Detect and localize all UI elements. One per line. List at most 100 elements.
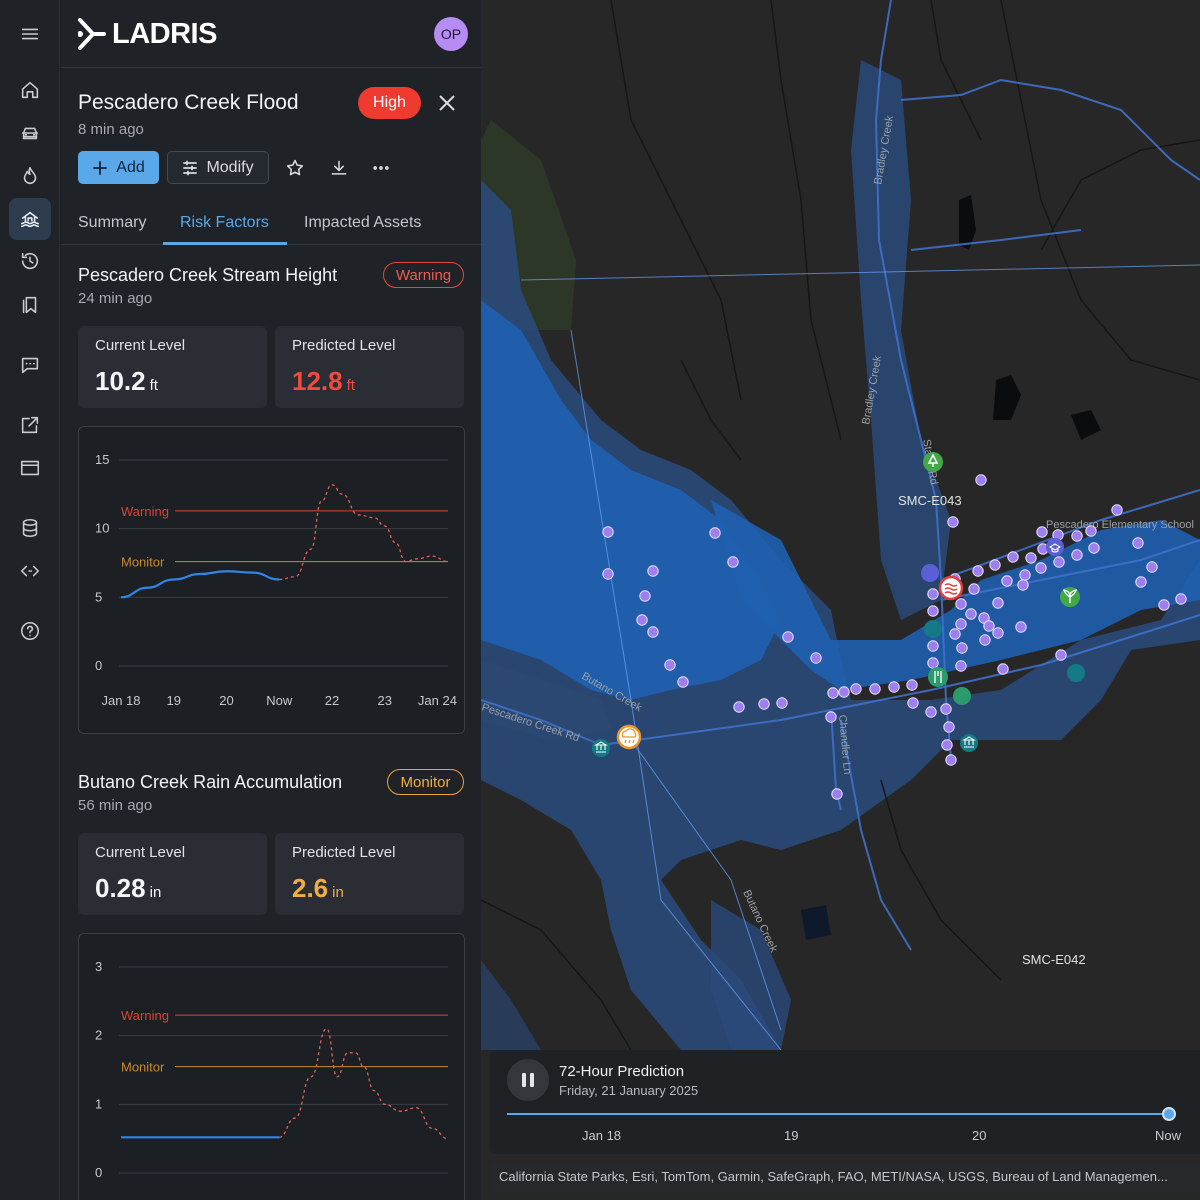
timeline-track[interactable] xyxy=(507,1113,1170,1115)
asset-dot[interactable] xyxy=(947,516,959,528)
window-icon[interactable] xyxy=(9,447,51,489)
asset-dot[interactable] xyxy=(907,697,919,709)
asset-dot[interactable] xyxy=(956,642,968,654)
asset-dot[interactable] xyxy=(677,676,689,688)
asset-dot[interactable] xyxy=(733,701,745,713)
asset-dot[interactable] xyxy=(1007,551,1019,563)
people-icon[interactable] xyxy=(921,564,939,582)
flood-sensor-icon[interactable] xyxy=(938,575,964,601)
asset-dot[interactable] xyxy=(602,568,614,580)
help-icon[interactable] xyxy=(9,610,51,652)
asset-dot[interactable] xyxy=(1088,542,1100,554)
asset-dot[interactable] xyxy=(838,686,850,698)
close-button[interactable] xyxy=(433,88,461,118)
asset-dot[interactable] xyxy=(978,612,990,624)
fire-icon[interactable] xyxy=(9,155,51,197)
shopping-cart-icon[interactable] xyxy=(924,620,942,638)
asset-dot[interactable] xyxy=(602,526,614,538)
bookmarks-icon[interactable] xyxy=(9,284,51,326)
asset-dot[interactable] xyxy=(927,640,939,652)
poi-markers[interactable] xyxy=(592,452,1085,757)
asset-dot[interactable] xyxy=(1132,537,1144,549)
flood-icon[interactable] xyxy=(9,198,51,240)
asset-dot[interactable] xyxy=(1085,525,1097,537)
tab-summary[interactable]: Summary xyxy=(78,214,147,231)
user-avatar[interactable]: OP xyxy=(434,17,468,51)
asset-dot[interactable] xyxy=(965,608,977,620)
code-icon[interactable] xyxy=(9,550,51,592)
asset-dot[interactable] xyxy=(825,711,837,723)
database-icon[interactable] xyxy=(9,507,51,549)
asset-dot[interactable] xyxy=(1071,549,1083,561)
asset-dot[interactable] xyxy=(647,565,659,577)
map-view[interactable]: Bradley Creek Bradley Creek Stage Rd Pes… xyxy=(481,0,1200,1200)
sensor-label[interactable]: SMC-E043 xyxy=(898,493,962,508)
park-icon[interactable] xyxy=(923,452,943,472)
asset-dot[interactable] xyxy=(1135,576,1147,588)
asset-dot[interactable] xyxy=(1146,561,1158,573)
asset-dot[interactable] xyxy=(850,683,862,695)
asset-dot[interactable] xyxy=(992,627,1004,639)
download-icon[interactable] xyxy=(327,156,351,180)
asset-dot[interactable] xyxy=(972,565,984,577)
asset-dot[interactable] xyxy=(776,697,788,709)
asset-dot[interactable] xyxy=(1071,530,1083,542)
asset-dot[interactable] xyxy=(949,628,961,640)
star-icon[interactable] xyxy=(283,156,307,180)
shopping-cart-icon[interactable] xyxy=(1067,664,1085,682)
tab-impacted-assets[interactable]: Impacted Assets xyxy=(304,214,422,231)
asset-dot[interactable] xyxy=(925,706,937,718)
asset-dot[interactable] xyxy=(888,681,900,693)
tab-risk-factors[interactable]: Risk Factors xyxy=(180,214,269,231)
asset-dot[interactable] xyxy=(1036,526,1048,538)
asset-dot[interactable] xyxy=(927,657,939,669)
asset-dot[interactable] xyxy=(975,474,987,486)
add-button[interactable]: Add xyxy=(78,151,159,184)
asset-dot[interactable] xyxy=(709,527,721,539)
asset-dot[interactable] xyxy=(983,620,995,632)
sensor-label[interactable]: SMC-E042 xyxy=(1022,952,1086,967)
asset-dot[interactable] xyxy=(906,679,918,691)
asset-dot[interactable] xyxy=(1025,552,1037,564)
external-link-icon[interactable] xyxy=(9,404,51,446)
history-icon[interactable] xyxy=(9,240,51,282)
asset-dot[interactable] xyxy=(636,614,648,626)
timeline-handle[interactable] xyxy=(1162,1107,1176,1121)
asset-dot[interactable] xyxy=(664,659,676,671)
asset-dot[interactable] xyxy=(1019,569,1031,581)
asset-dot[interactable] xyxy=(1017,579,1029,591)
chat-icon[interactable] xyxy=(9,344,51,386)
asset-dot[interactable] xyxy=(989,559,1001,571)
asset-dot[interactable] xyxy=(1055,649,1067,661)
asset-dot[interactable] xyxy=(1015,621,1027,633)
asset-dot[interactable] xyxy=(1001,575,1013,587)
asset-dot[interactable] xyxy=(997,663,1009,675)
more-icon[interactable] xyxy=(369,156,393,180)
app-logo[interactable]: LADRIS xyxy=(78,17,217,51)
asset-dot[interactable] xyxy=(1111,504,1123,516)
asset-dot[interactable] xyxy=(955,618,967,630)
asset-dot[interactable] xyxy=(831,788,843,800)
playground-icon[interactable] xyxy=(953,687,971,705)
asset-dot[interactable] xyxy=(647,626,659,638)
asset-dot[interactable] xyxy=(968,583,980,595)
asset-dot[interactable] xyxy=(810,652,822,664)
asset-dot[interactable] xyxy=(639,590,651,602)
asset-dot[interactable] xyxy=(827,687,839,699)
school-icon[interactable] xyxy=(1046,538,1064,556)
asset-dot[interactable] xyxy=(940,703,952,715)
restaurant-icon[interactable] xyxy=(928,667,948,687)
asset-dot[interactable] xyxy=(927,605,939,617)
asset-dot[interactable] xyxy=(1175,593,1187,605)
asset-dot[interactable] xyxy=(1035,562,1047,574)
car-icon[interactable] xyxy=(9,112,51,154)
map-canvas[interactable]: Bradley Creek Bradley Creek Stage Rd Pes… xyxy=(481,0,1200,1200)
asset-dot[interactable] xyxy=(1053,556,1065,568)
menu-icon[interactable] xyxy=(9,13,51,55)
asset-dot[interactable] xyxy=(1158,599,1170,611)
asset-dot[interactable] xyxy=(979,634,991,646)
asset-dot[interactable] xyxy=(782,631,794,643)
asset-dot[interactable] xyxy=(943,721,955,733)
asset-dot[interactable] xyxy=(945,754,957,766)
asset-dot[interactable] xyxy=(869,683,881,695)
